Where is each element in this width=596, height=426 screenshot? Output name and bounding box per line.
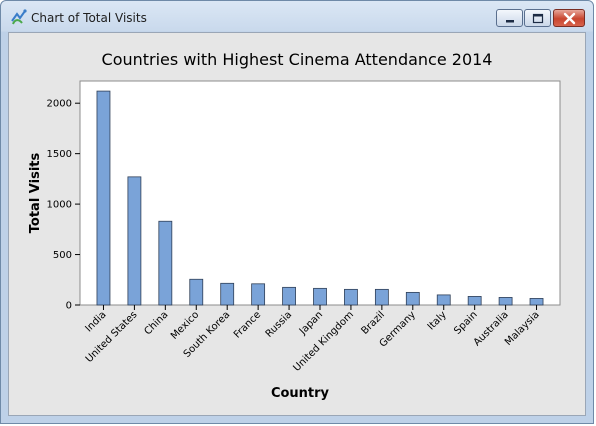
bar-germany [405,291,420,306]
minimize-button[interactable] [496,9,523,27]
maximize-icon [532,13,544,24]
bar-brazil [374,288,389,306]
bar-mexico [189,278,204,306]
bar-south-korea [220,282,235,306]
close-button[interactable] [553,9,585,27]
bar-australia [498,297,513,306]
bar-spain [467,296,482,306]
maximize-button[interactable] [524,9,551,27]
bar-chart: Countries with Highest Cinema Attendance… [9,33,585,415]
y-tick-label: 2000 [47,99,72,110]
title-bar[interactable]: Chart of Total Visits [1,1,593,31]
y-axis-title: Total Visits [28,153,43,234]
minitab-chart-icon [11,9,27,25]
bar-japan [313,287,327,306]
bars [96,90,544,306]
y-tick-label: 1500 [47,149,72,160]
bar-united-kingdom [344,288,358,306]
bar-india [96,90,111,306]
bar-united-states [127,176,142,306]
y-axis: 0 500 1000 1500 2000 [47,99,80,312]
x-axis-title: Country [271,386,330,401]
y-tick-label: 0 [66,301,72,312]
bar-malaysia [529,298,544,306]
bar-italy [436,294,451,306]
close-icon [563,12,576,25]
minimize-icon [506,20,514,23]
bar-france [251,283,266,306]
y-tick-label: 500 [53,250,72,261]
plot-area [79,80,561,306]
y-tick-label: 1000 [47,200,72,211]
bar-china [158,220,173,306]
chart-title: Countries with Highest Cinema Attendance… [102,50,493,69]
chart-area: Countries with Highest Cinema Attendance… [8,32,586,416]
window-title: Chart of Total Visits [31,11,147,25]
bar-russia [282,286,296,306]
